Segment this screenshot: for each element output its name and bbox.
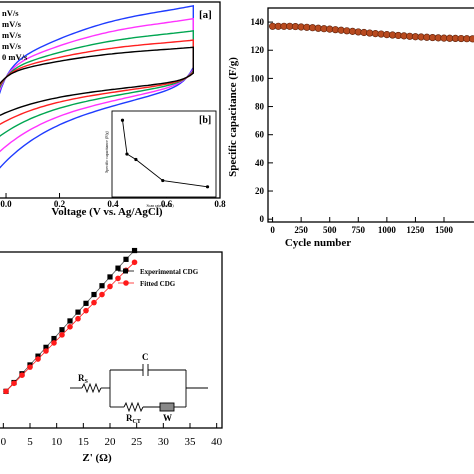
nyquist-point-fitted (83, 307, 89, 314)
inset-point (161, 178, 165, 183)
warburg-element-icon (159, 402, 175, 412)
nyquist-x-tick-label: 15 (78, 436, 90, 448)
nyquist-point-fitted (43, 348, 49, 354)
cv-plot-frame (0, 1, 221, 199)
inset-y-axis-label: Specific capacitance (F/g) (104, 130, 109, 172)
cycling-x-axis-label: Cycle number (285, 237, 351, 249)
legend-marker-experimental (123, 268, 128, 274)
legend-marker-fitted (123, 280, 129, 286)
nyquist-point-fitted (27, 364, 33, 370)
cv-x-tick-label: 0.8 (214, 199, 226, 209)
inset-x-axis-label: Scan rate (mV/s) (146, 203, 174, 208)
nyquist-point-fitted (107, 283, 113, 290)
cycling-x-tick-label: 1000 (378, 225, 397, 235)
cv-legend-label: mV/s (2, 19, 22, 29)
inset-panel-label: [b] (199, 115, 211, 126)
nyquist-point-fitted (19, 372, 25, 379)
cycling-y-tick-label: 40 (255, 158, 265, 168)
nyquist-point-experimental (83, 300, 89, 306)
cycling-y-tick-label: 80 (255, 102, 265, 112)
circuit-label-rs: RS (78, 373, 89, 385)
nyquist-point-experimental (35, 353, 41, 359)
cv-legend-label: 0 mV/s (2, 52, 28, 62)
cv-x-tick-label: 0.6 (161, 199, 173, 209)
nyquist-point-fitted (3, 388, 9, 395)
inset-point (125, 152, 129, 156)
nyquist-point-experimental (99, 283, 105, 289)
resistor-rct-icon (123, 401, 144, 413)
nyquist-point-experimental (107, 274, 113, 280)
cv-x-tick-label: 0.2 (54, 199, 66, 209)
nyquist-point-fitted (59, 332, 65, 338)
nyquist-point-experimental (43, 344, 49, 350)
nyquist-x-tick-label: 0 (1, 436, 7, 448)
nyquist-x-axis-label: Z' (Ω) (82, 452, 112, 464)
nyquist-x-tick-label: 40 (211, 436, 223, 448)
inset-frame (111, 110, 217, 198)
inset-scan-rate: [b] Scan rate (mV/s) Specific capacitanc… (104, 110, 217, 208)
cycling-y-tick-label: 0 (260, 214, 265, 224)
nyquist-point-fitted (131, 259, 138, 266)
cycling-x-tick-label: 1500 (435, 225, 454, 235)
nyquist-point-fitted (99, 291, 105, 298)
cv-x-tick-label: 0.0 (0, 199, 12, 209)
cycling-y-tick-label: 120 (251, 45, 265, 55)
nyquist-x-tick-label: 30 (158, 436, 170, 448)
nyquist-point-fitted (51, 340, 57, 346)
nyquist-point-experimental (115, 265, 121, 271)
nyquist-point-experimental (123, 256, 129, 262)
nyquist-point-experimental (91, 291, 97, 298)
cycling-point (468, 35, 474, 43)
inset-point (134, 157, 138, 162)
circuit-label-c: C (142, 352, 149, 362)
inset-point (205, 185, 210, 189)
cycling-y-axis-label: Specific capacitance (F/g) (227, 57, 239, 177)
cv-x-tick-label: 0.4 (107, 199, 119, 209)
nyquist-x-tick-label: 35 (185, 436, 197, 448)
cv-legend-label: mV/s (2, 30, 22, 40)
legend-label-fitted: Fitted CDG (140, 280, 176, 288)
nyquist-point-fitted (75, 315, 81, 322)
panel-nyquist: 0 5 10 15 20 25 30 35 40 Experimental CDG Fitted… (0, 247, 223, 464)
cycling-x-tick-label: 250 (294, 225, 308, 235)
nyquist-point-fitted (115, 275, 121, 282)
cycling-plot-frame (267, 7, 474, 223)
cycling-y-tick-label: 60 (255, 130, 265, 140)
nyquist-point-fitted (35, 356, 41, 362)
cycling-y-tick-label: 100 (251, 73, 265, 83)
cycling-x-tick-label: 500 (323, 225, 337, 235)
cycling-x-tick-label: 0 (270, 225, 275, 235)
nyquist-point-experimental (75, 309, 81, 315)
nyquist-point-fitted (67, 324, 73, 330)
cycling-x-tick-label: 1250 (406, 225, 425, 235)
nyquist-point-experimental (131, 247, 138, 254)
nyquist-point-experimental (67, 318, 73, 324)
nyquist-x-tick-label: 25 (131, 436, 143, 448)
cv-loop-4 (0, 46, 194, 117)
nyquist-point-experimental (59, 327, 65, 333)
cycling-x-tick-label: 750 (352, 225, 366, 235)
cycling-y-tick-label: 20 (255, 186, 265, 196)
equivalent-circuit (70, 364, 208, 413)
cv-x-axis-label: Voltage (V vs. Ag/AgCl) (51, 206, 163, 218)
nyquist-legend: Experimental CDG Fitted CDG (118, 268, 199, 288)
nyquist-x-tick-label: 5 (27, 436, 33, 448)
panel-cycling: 0 20 40 60 80 100 120 140 0 250 500 750 1000 1250 150… (227, 7, 474, 249)
circuit-label-w: W (163, 413, 172, 423)
nyquist-point-experimental (51, 335, 57, 342)
circuit-label-rct: RCT (126, 413, 141, 425)
nyquist-x-tick-label: 10 (51, 436, 63, 448)
legend-label-experimental: Experimental CDG (140, 268, 199, 276)
cv-legend-label: nV/s (2, 8, 19, 18)
cv-legend-label: mV/s (2, 41, 22, 51)
nyquist-x-tick-label: 20 (105, 436, 117, 448)
resistor-rs-icon (81, 382, 102, 394)
cv-panel-label: [a] (199, 9, 212, 21)
panel-cv: 0.0 0.2 0.4 0.6 0.8 nV/smV/smV/smV/s0 mV/s [… (0, 1, 226, 218)
cycling-y-tick-label: 140 (251, 17, 265, 27)
nyquist-point-fitted (91, 299, 97, 306)
inset-point (120, 118, 125, 122)
nyquist-point-fitted (11, 380, 17, 387)
